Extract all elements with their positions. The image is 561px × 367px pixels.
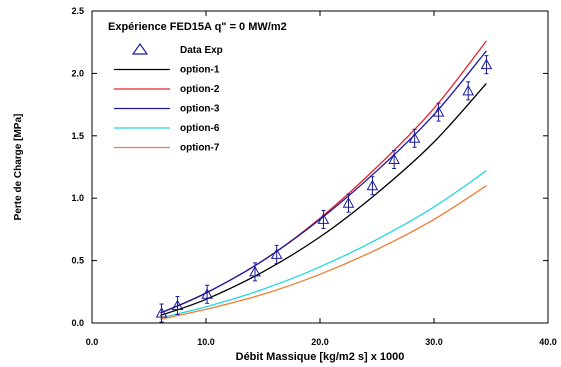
series-line-option-1 [160,82,487,317]
data-point [155,303,168,323]
legend-item-option-7: option-7 [114,143,220,154]
data-point [388,150,400,170]
plot-frame [91,10,549,324]
axis-ticks: 0.0 10.0 20.0 30.0 40.0 0.0 0.5 1.0 1.5 2.0 2.5 [71,6,556,347]
legend-item-option-6: option-6 [114,123,220,134]
data-point [408,128,421,148]
legend-label: option-2 [180,84,220,95]
data-point [171,296,184,316]
data-point [342,193,355,213]
y-axis-label: Perte de Charge [MPa] [13,114,24,221]
legend-label: option-1 [180,65,220,76]
y-tick-label: 1.0 [71,193,84,203]
y-tick-label: 2.5 [71,6,84,16]
series-line-option-2 [160,40,487,314]
data-point [366,176,379,196]
legend-item-option-2: option-2 [114,84,220,95]
chart-title: Expérience FED15A q" = 0 MW/m2 [108,21,287,33]
x-tick-label: 0.0 [86,337,99,347]
x-tick-label: 10.0 [197,337,215,347]
data-markers [155,55,493,323]
series-line-option-7 [160,185,487,320]
y-tick-label: 0.0 [71,318,84,328]
x-axis-label: Débit Massique [kg/m2 s] x 1000 [236,351,405,363]
legend-item-option-3: option-3 [114,104,220,115]
y-tick-label: 1.5 [71,131,84,141]
y-tick-label: 2.0 [71,68,84,78]
data-point [249,262,261,282]
data-point [432,102,445,122]
series-line-option-6 [160,170,487,319]
legend: Data Exp option-1 option-2 option-3 option-6… [114,42,223,154]
data-point [270,244,283,264]
y-tick-label: 0.5 [71,256,84,266]
data-point [317,209,330,229]
data-point [462,81,475,101]
legend-label: option-7 [180,143,220,154]
x-tick-label: 40.0 [539,337,557,347]
data-point [480,55,493,75]
x-tick-label: 20.0 [311,337,329,347]
data-point [201,284,213,304]
legend-item-data-exp: Data Exp [131,42,223,56]
legend-label: option-3 [180,104,220,115]
legend-label: Data Exp [180,45,223,56]
x-tick-label: 30.0 [425,337,443,347]
series-lines [160,40,487,320]
legend-item-option-1: option-1 [114,65,220,76]
legend-label: option-6 [180,123,220,134]
